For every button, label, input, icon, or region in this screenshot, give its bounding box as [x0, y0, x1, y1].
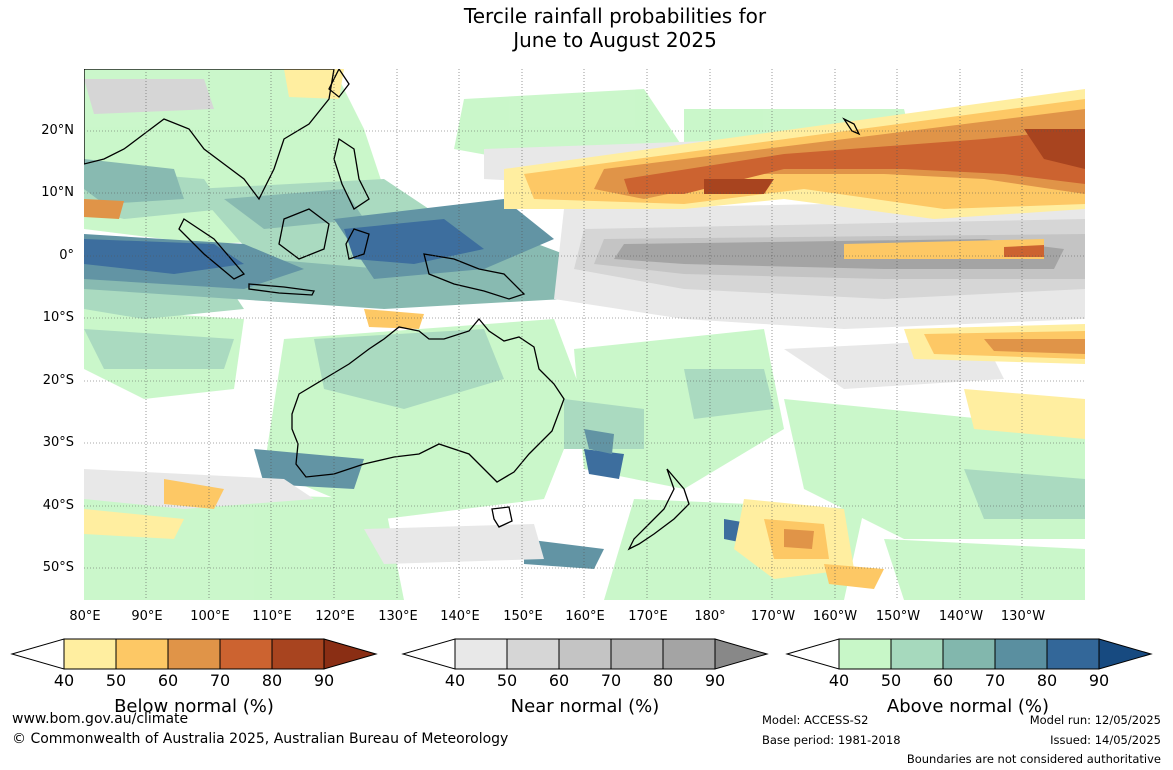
lat-label-equator: 0°: [59, 248, 74, 263]
below-normal-colorbar: [10, 638, 378, 670]
above-colorbar-swatch-3: [994, 638, 1048, 670]
copyright-text: © Commonwealth of Australia 2025, Austra…: [12, 731, 509, 747]
above-colorbar-swatch-1: [890, 638, 944, 670]
near-tick-70: 70: [600, 671, 622, 690]
below-tick-70: 70: [209, 671, 231, 690]
above-tick-50: 50: [880, 671, 902, 690]
lon-label-150e: 150°E: [503, 609, 543, 624]
lat-label-20n: 20°N: [41, 123, 74, 138]
lon-label-100e: 100°E: [190, 609, 230, 624]
lon-label-110e: 110°E: [252, 609, 292, 624]
above-colorbar-swatch-5: [1098, 638, 1153, 670]
lon-label-140w: 140°W: [938, 609, 984, 624]
near-colorbar-swatch-3: [610, 638, 664, 670]
near-colorbar-swatch-5: [714, 638, 769, 670]
above-colorbar-swatch-2: [942, 638, 996, 670]
above-colorbar-swatch-0: [838, 638, 892, 670]
below-normal-title: Below normal (%): [114, 696, 274, 717]
new-zealand-coastline: [627, 468, 690, 551]
lon-label-90e: 90°E: [131, 609, 163, 624]
above-tick-70: 70: [984, 671, 1006, 690]
below-colorbar-swatch-3: [219, 638, 273, 670]
near-colorbar-swatch-1: [506, 638, 560, 670]
below-colorbar-swatch-0: [63, 638, 117, 670]
below-colorbar-swatch-1: [115, 638, 169, 670]
lon-label-120e: 120°E: [315, 609, 355, 624]
above-normal-title: Above normal (%): [886, 696, 1050, 717]
model-info: Model: ACCESS-S2: [762, 713, 869, 727]
chart-title: Tercile rainfall probabilities for June …: [0, 4, 1173, 52]
boundaries-disclaimer: Boundaries are not considered authoritat…: [906, 752, 1161, 766]
below-tick-80: 80: [261, 671, 283, 690]
near-colorbar-swatch-0: [454, 638, 508, 670]
lon-label-80e: 80°E: [69, 609, 101, 624]
near-colorbar-swatch-4: [662, 638, 716, 670]
lat-label-50s: 50°S: [42, 560, 74, 575]
coastlines: [84, 69, 861, 551]
hawaii-coastline: [842, 117, 861, 136]
near-tick-50: 50: [496, 671, 518, 690]
australia-coastline: [291, 317, 565, 483]
lon-label-180: 180°: [694, 609, 726, 624]
philippines-coastline: [333, 137, 370, 210]
asia-mainland-coastline: [84, 69, 335, 201]
near-tick-60: 60: [548, 671, 570, 690]
lat-label-30s: 30°S: [42, 435, 74, 450]
below-tick-40: 40: [53, 671, 75, 690]
near-normal-title: Near normal (%): [510, 696, 660, 717]
lon-label-130e: 130°E: [378, 609, 418, 624]
lat-label-10s: 10°S: [42, 310, 74, 325]
near-tick-80: 80: [652, 671, 674, 690]
near-tick-90: 90: [704, 671, 726, 690]
above-tick-60: 60: [932, 671, 954, 690]
below-tick-50: 50: [105, 671, 127, 690]
issued-info: Issued: 14/05/2025: [1050, 733, 1161, 747]
lat-label-10n: 10°N: [41, 185, 74, 200]
above-tick-40: 40: [828, 671, 850, 690]
lon-label-150w: 150°W: [875, 609, 921, 624]
near-normal-regions: [84, 79, 1085, 564]
base-period-info: Base period: 1981-2018: [762, 733, 901, 747]
lon-label-170e: 170°E: [628, 609, 668, 624]
sulawesi-coastline: [345, 228, 370, 260]
below-colorbar-swatch-5: [323, 638, 378, 670]
tasmania-coastline: [491, 506, 513, 528]
below-colorbar-swatch-4: [271, 638, 325, 670]
japan-coastline: [328, 69, 350, 98]
title-line-2: June to August 2025: [513, 28, 717, 52]
near-colorbar-swatch-2: [558, 638, 612, 670]
graticule: [84, 69, 1085, 600]
title-line-1: Tercile rainfall probabilities for: [463, 4, 767, 28]
lon-label-130w: 130°W: [1000, 609, 1046, 624]
lon-label-170w: 170°W: [750, 609, 796, 624]
above-tick-90: 90: [1088, 671, 1110, 690]
above-normal-colorbar: [785, 638, 1153, 670]
below-tick-60: 60: [157, 671, 179, 690]
sumatra-coastline: [178, 218, 246, 280]
lon-label-160w: 160°W: [812, 609, 858, 624]
near-tick-40: 40: [444, 671, 466, 690]
above-tick-80: 80: [1036, 671, 1058, 690]
below-colorbar-swatch-2: [167, 638, 221, 670]
lon-label-160e: 160°E: [565, 609, 605, 624]
java-coastline: [248, 283, 315, 296]
above-colorbar-swatch-4: [1046, 638, 1100, 670]
model-run-info: Model run: 12/05/2025: [1029, 713, 1161, 727]
lon-label-140e: 140°E: [440, 609, 480, 624]
below-tick-90: 90: [313, 671, 335, 690]
borneo-coastline: [278, 208, 330, 260]
near-normal-colorbar: [401, 638, 769, 670]
lat-label-20s: 20°S: [42, 373, 74, 388]
bom-url-link[interactable]: www.bom.gov.au/climate: [12, 711, 189, 727]
below-normal-regions: [84, 69, 1085, 589]
rainfall-probability-map: [84, 69, 1085, 600]
lat-label-40s: 40°S: [42, 498, 74, 513]
new-guinea-coastline: [423, 253, 526, 300]
